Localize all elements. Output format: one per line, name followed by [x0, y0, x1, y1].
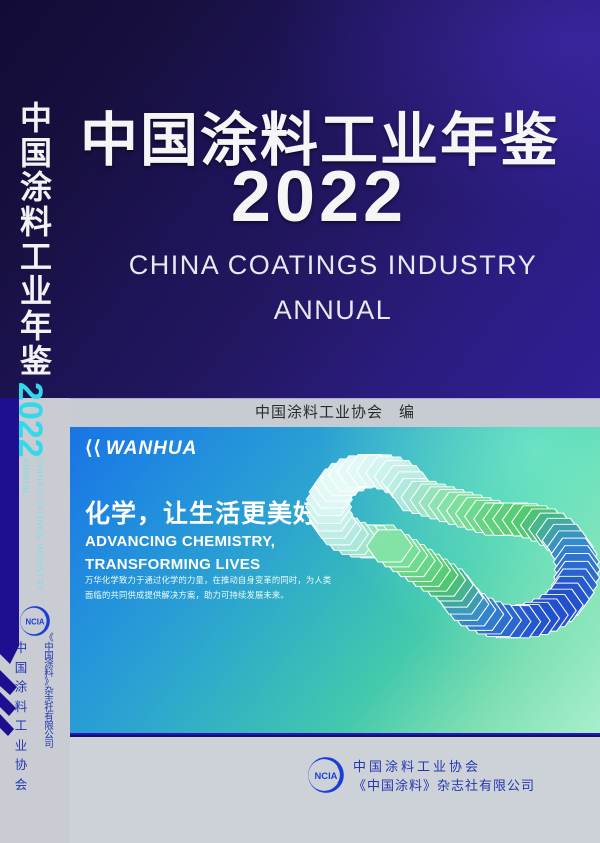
- svg-text:NCIA: NCIA: [25, 617, 44, 626]
- svg-text:NCIA: NCIA: [315, 771, 338, 781]
